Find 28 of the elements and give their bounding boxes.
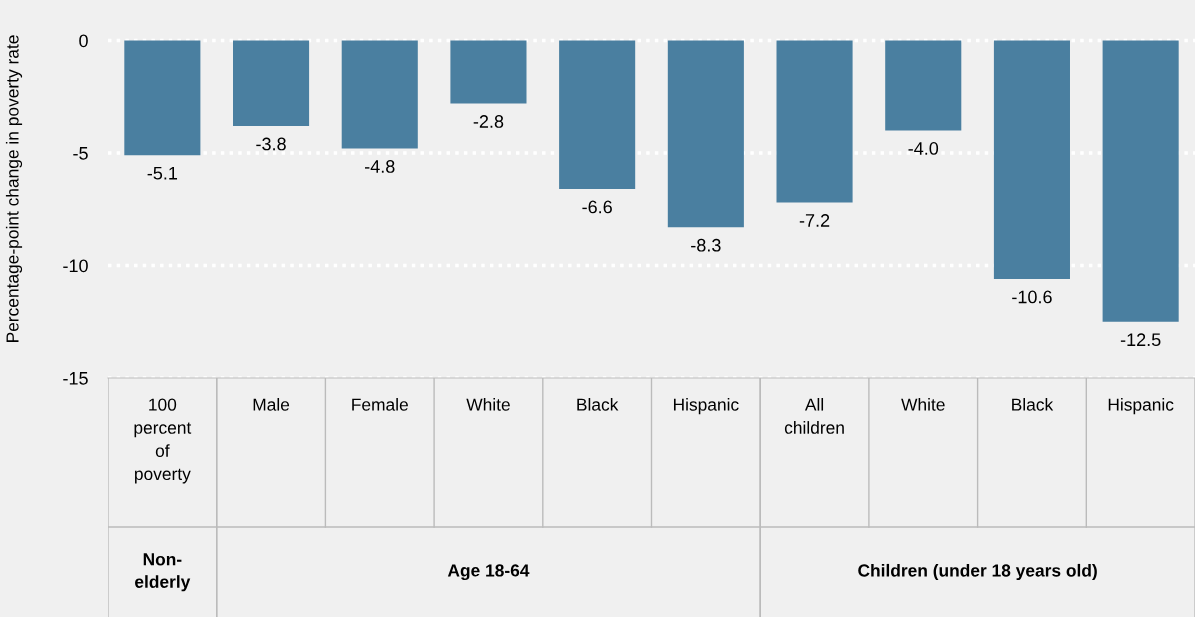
- x-tick-label: White: [901, 398, 945, 411]
- x-tick-label: Female: [352, 398, 408, 411]
- x-tick-label: Black: [577, 398, 619, 411]
- data-label: -12.5: [1120, 333, 1161, 347]
- x-tick-label: 100 percent of poverty: [134, 398, 192, 484]
- text: Age 18-64: [447, 564, 530, 581]
- data-label: -7.2: [799, 214, 830, 227]
- data-label: -2.8: [473, 115, 504, 128]
- data-label: -6.6: [582, 200, 612, 214]
- text: Children (under 18 years old): [858, 563, 1097, 581]
- data-label: -8.3: [691, 238, 721, 252]
- text: Non-elderly: [135, 553, 191, 592]
- x-tick-label: Hispanic: [1108, 398, 1174, 415]
- y-tick-label: -15: [63, 372, 88, 385]
- y-axis-title: Percentage-point change in poverty rate: [5, 35, 23, 342]
- x-tick-label: All children: [784, 398, 844, 434]
- y-tick-label: -10: [63, 259, 88, 273]
- data-label: -4.8: [365, 160, 395, 173]
- x-tick-label: Hispanic: [673, 398, 739, 415]
- y-tick-label: -5: [73, 147, 88, 160]
- y-tick-label: 0: [79, 34, 88, 48]
- data-label: -3.8: [256, 137, 286, 151]
- data-label: -4.0: [908, 142, 939, 155]
- data-label: -5.1: [147, 167, 178, 180]
- data-label: -10.6: [1012, 290, 1052, 304]
- x-tick-label: Male: [253, 398, 290, 411]
- x-tick-label: White: [466, 398, 510, 411]
- x-tick-label: Black: [1012, 398, 1054, 411]
